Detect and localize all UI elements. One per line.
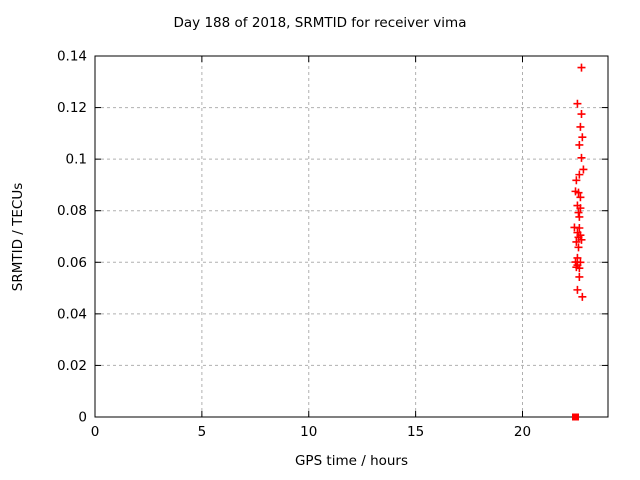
- data-point-plus: [575, 140, 584, 149]
- y-tick-label: 0.08: [57, 203, 87, 219]
- data-point-plus: [577, 153, 586, 162]
- data-point-plus: [574, 243, 583, 252]
- x-axis-label: GPS time / hours: [294, 453, 409, 469]
- data-point-plus: [575, 223, 584, 232]
- data-point-plus: [574, 208, 583, 217]
- y-tick-label: 0.06: [57, 255, 87, 271]
- data-point-plus: [576, 122, 585, 131]
- data-point-plus: [573, 285, 582, 294]
- plot-border: [94, 55, 609, 418]
- data-point-plus: [579, 165, 588, 174]
- chart-title: Day 188 of 2018, SRMTID for receiver vim…: [173, 15, 467, 31]
- x-tick-label: 10: [300, 424, 317, 440]
- y-tick-label: 0.04: [57, 306, 87, 322]
- data-point-plus: [576, 204, 585, 213]
- x-tick-label: 20: [514, 424, 531, 440]
- data-point-plus: [578, 292, 587, 301]
- y-tick-label: 0.12: [57, 100, 87, 116]
- data-point-plus: [573, 99, 582, 108]
- x-tick-label: 0: [91, 424, 100, 440]
- data-point-plus: [576, 193, 585, 202]
- data-point-plus: [575, 212, 584, 221]
- data-point-plus: [577, 63, 586, 72]
- data-point-plus: [575, 272, 584, 281]
- y-tick-label: 0.1: [66, 152, 87, 168]
- data-point-plus: [574, 188, 583, 197]
- data-point-plus: [577, 110, 586, 119]
- y-tick-label: 0.02: [57, 358, 87, 374]
- data-point-plus: [572, 237, 581, 246]
- data-point-plus: [578, 133, 587, 142]
- x-tick-label: 15: [407, 424, 424, 440]
- data-point-plus: [572, 176, 581, 185]
- y-tick-label: 0.14: [57, 49, 87, 65]
- data-point-plus: [573, 253, 582, 262]
- y-tick-label: 0: [78, 410, 87, 426]
- data-point-plus: [575, 170, 584, 179]
- data-point-square: [572, 413, 580, 421]
- x-tick-label: 5: [198, 424, 207, 440]
- data-point-plus: [577, 235, 586, 244]
- data-point-plus: [575, 264, 584, 273]
